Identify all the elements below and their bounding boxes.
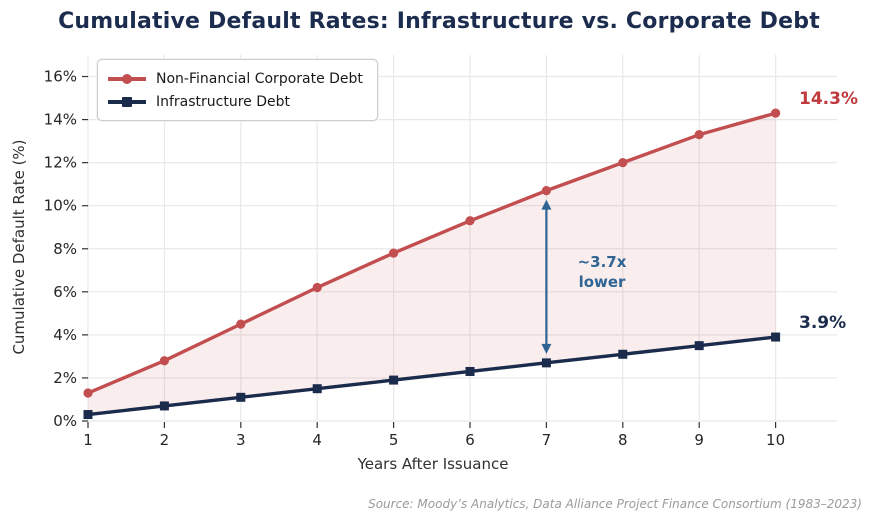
- data-point-marker: [541, 186, 552, 196]
- x-tick-label: 4: [312, 431, 322, 449]
- data-point-marker: [236, 319, 246, 329]
- data-point-marker: [389, 248, 399, 258]
- ratio-annotation-line1: ~3.7x: [577, 253, 627, 271]
- legend-label-infrastructure: Infrastructure Debt: [156, 93, 291, 110]
- series-line-1: [86, 335, 778, 417]
- y-tick-label: 2%: [53, 369, 77, 387]
- data-point-marker: [541, 358, 551, 368]
- data-point-marker: [771, 332, 781, 342]
- data-point-marker: [694, 130, 704, 140]
- source-note: Source: Moody’s Analytics, Data Alliance…: [368, 497, 862, 511]
- corporate-end-value-label: 14.3%: [799, 89, 858, 109]
- data-point-marker: [771, 108, 781, 118]
- x-tick-label: 2: [160, 431, 170, 449]
- data-point-marker: [236, 392, 246, 402]
- legend-label-corporate: Non-Financial Corporate Debt: [156, 70, 363, 87]
- annotation-arrowhead-down-icon: [541, 343, 552, 354]
- y-tick-label: 16%: [44, 68, 77, 86]
- y-tick-label: 10%: [44, 197, 77, 215]
- data-point-marker: [312, 384, 322, 394]
- y-tick-label: 4%: [53, 326, 77, 344]
- x-tick-label: 9: [694, 431, 704, 449]
- y-tick-label: 8%: [53, 240, 77, 258]
- data-point-marker: [618, 158, 628, 168]
- x-axis-label: Years After Issuance: [357, 455, 509, 473]
- data-point-marker: [465, 216, 475, 226]
- data-point-marker: [694, 341, 704, 351]
- x-tick-label: 3: [236, 431, 246, 449]
- data-point-marker: [465, 366, 475, 376]
- y-tick-label: 12%: [44, 154, 77, 172]
- legend-item-infrastructure: Infrastructure Debt: [108, 90, 363, 113]
- data-point-marker: [312, 282, 322, 293]
- x-tick-label: 7: [542, 431, 552, 449]
- legend: Non-Financial Corporate Debt Infrastruct…: [97, 59, 378, 121]
- data-point-marker: [389, 375, 399, 385]
- annotation-arrowhead-up-icon: [541, 199, 552, 210]
- corporate-line-swatch-icon: [108, 73, 146, 84]
- x-tick-label: 6: [465, 431, 475, 449]
- ratio-annotation-line2: lower: [578, 273, 626, 292]
- x-tick-label: 8: [618, 431, 628, 449]
- data-point-marker: [159, 356, 169, 366]
- series-line-0: [86, 111, 778, 395]
- data-point-marker: [83, 388, 93, 398]
- y-tick-label: 14%: [44, 111, 77, 129]
- y-axis-label: Cumulative Default Rate (%): [10, 139, 28, 355]
- x-tick-label: 5: [389, 431, 399, 449]
- data-point-marker: [83, 410, 93, 420]
- ratio-annotation: ~3.7x lower: [560, 252, 644, 293]
- infrastructure-end-value-label: 3.9%: [799, 313, 847, 333]
- data-point-marker: [159, 401, 169, 411]
- chart-title: Cumulative Default Rates: Infrastructure…: [58, 9, 820, 34]
- legend-item-corporate: Non-Financial Corporate Debt: [108, 67, 363, 90]
- data-point-marker: [618, 349, 628, 359]
- fill-between-area: [88, 113, 776, 415]
- y-tick-label: 6%: [53, 283, 77, 301]
- infrastructure-line-swatch-icon: [108, 96, 146, 107]
- x-tick-label: 10: [766, 431, 785, 449]
- y-tick-label: 0%: [53, 412, 77, 430]
- x-tick-label: 1: [83, 431, 93, 449]
